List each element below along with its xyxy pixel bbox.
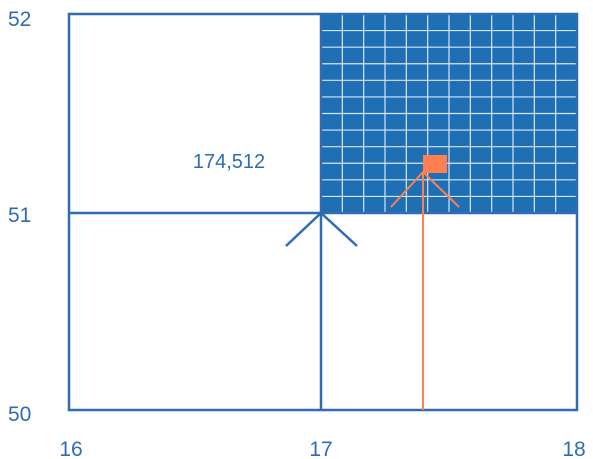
cell-id-label: 174,512	[193, 151, 265, 173]
x-tick-label: 17	[309, 438, 332, 459]
zoom-arrow-head	[285, 211, 358, 247]
x-tick-label: 16	[59, 438, 82, 459]
y-tick-label: 52	[8, 8, 31, 31]
x-tick-label: 18	[562, 438, 585, 459]
marker-square	[423, 155, 447, 173]
y-tick-label: 51	[8, 204, 31, 227]
y-tick-label: 50	[8, 403, 31, 426]
